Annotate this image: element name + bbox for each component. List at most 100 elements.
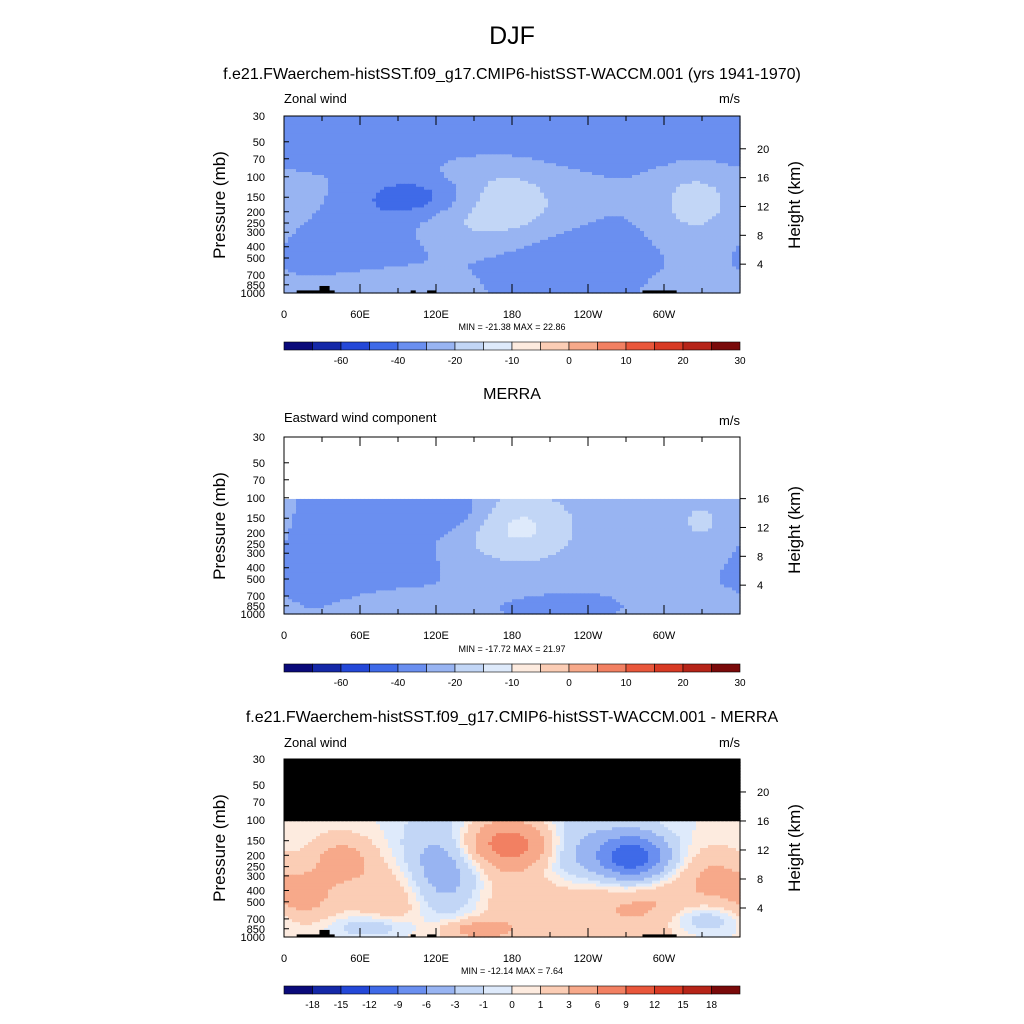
contour-cell: [580, 148, 585, 152]
contour-cell: [536, 145, 541, 150]
contour-cell: [608, 139, 613, 144]
contour-cell: [300, 148, 305, 152]
contour-cell: [512, 121, 517, 126]
contour-cell: [304, 136, 309, 141]
contour-cell: [704, 154, 709, 158]
contour-cell: [660, 116, 665, 120]
contour-cell: [300, 127, 305, 132]
contour-cell: [340, 124, 345, 129]
contour-cell: [360, 116, 365, 120]
contour-cell: [328, 160, 333, 164]
contour-cell: [360, 142, 365, 147]
contour-cell: [424, 160, 429, 164]
contour-cell: [372, 136, 377, 141]
contour-cell: [540, 118, 545, 123]
contour-cell: [580, 130, 585, 135]
contour-cell: [516, 148, 521, 152]
contour-cell: [284, 118, 289, 123]
contour-cell: [392, 116, 397, 120]
contour-cell: [708, 124, 713, 129]
contour-cell: [520, 154, 525, 158]
contour-cell: [732, 116, 737, 120]
contour-cell: [404, 136, 409, 141]
contour-cell: [524, 116, 529, 120]
contour-cell: [348, 142, 353, 147]
contour-cell: [508, 118, 513, 123]
contour-cell: [540, 127, 545, 132]
contour-cell: [376, 157, 381, 161]
contour-cell: [564, 151, 569, 155]
contour-cell: [572, 116, 577, 120]
contour-cell: [712, 133, 717, 138]
contour-cell: [420, 142, 425, 147]
contour-cell: [648, 124, 653, 129]
contour-cell: [476, 121, 481, 126]
contour-cell: [592, 121, 597, 126]
contour-cell: [556, 145, 561, 150]
contour-cell: [648, 157, 653, 161]
contour-cell: [368, 136, 373, 141]
contour-cell: [592, 124, 597, 129]
contour-cell: [476, 142, 481, 147]
contour-cell: [716, 133, 721, 138]
contour-cell: [604, 133, 609, 138]
contour-cell: [396, 160, 401, 164]
contour-cell: [344, 154, 349, 158]
contour-cell: [420, 118, 425, 123]
contour-cell: [416, 142, 421, 147]
contour-cell: [600, 151, 605, 155]
contour-cell: [520, 116, 525, 120]
contour-cell: [504, 127, 509, 132]
contour-cell: [344, 148, 349, 152]
contour-cell: [396, 133, 401, 138]
contour-cell: [540, 142, 545, 147]
contour-cell: [644, 148, 649, 152]
contour-cell: [676, 133, 681, 138]
contour-cell: [388, 127, 393, 132]
contour-cell: [296, 157, 301, 161]
contour-cell: [700, 127, 705, 132]
contour-cell: [576, 157, 581, 161]
contour-cell: [500, 154, 505, 158]
contour-cell: [468, 151, 473, 155]
contour-cell: [288, 139, 293, 144]
contour-cell: [544, 118, 549, 123]
contour-cell: [364, 154, 369, 158]
contour-cell: [648, 154, 653, 158]
contour-cell: [304, 157, 309, 161]
contour-cell: [528, 157, 533, 161]
contour-cell: [588, 139, 593, 144]
contour-cell: [668, 151, 673, 155]
contour-cell: [600, 136, 605, 141]
contour-cell: [492, 142, 497, 147]
contour-cell: [644, 130, 649, 135]
contour-cell: [412, 136, 417, 141]
contour-cell: [336, 145, 341, 150]
contour-cell: [696, 124, 701, 129]
contour-cell: [576, 151, 581, 155]
contour-plot: 3050701001502002503004005007008501000481…: [241, 111, 770, 321]
contour-cell: [528, 136, 533, 141]
contour-cell: [672, 145, 677, 150]
contour-cell: [404, 154, 409, 158]
contour-cell: [404, 133, 409, 138]
contour-cell: [616, 133, 621, 138]
contour-cell: [672, 136, 677, 141]
contour-cell: [676, 118, 681, 123]
contour-cell: [648, 139, 653, 144]
contour-cell: [656, 157, 661, 161]
contour-cell: [292, 151, 297, 155]
contour-cell: [644, 118, 649, 123]
contour-cell: [604, 121, 609, 126]
contour-cell: [480, 151, 485, 155]
contour-cell: [640, 133, 645, 138]
contour-cell: [496, 136, 501, 141]
contour-cell: [552, 116, 557, 120]
contour-cell: [340, 139, 345, 144]
contour-cell: [668, 127, 673, 132]
contour-cell: [672, 130, 677, 135]
contour-cell: [648, 116, 653, 120]
contour-cell: [708, 133, 713, 138]
contour-cell: [616, 136, 621, 141]
contour-cell: [332, 118, 337, 123]
